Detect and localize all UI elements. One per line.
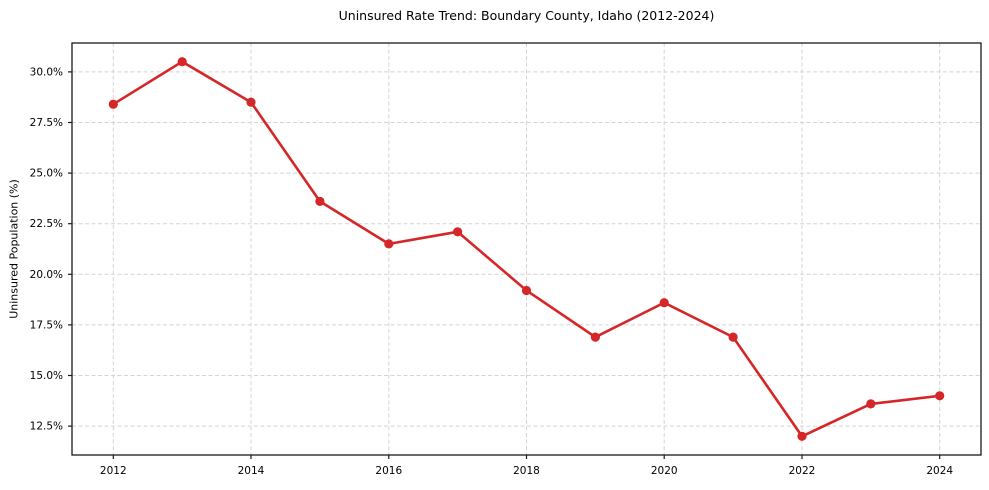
y-tick-label: 17.5% [30, 319, 63, 331]
y-tick-label: 22.5% [30, 218, 63, 230]
x-tick-label: 2022 [789, 465, 816, 477]
y-tick-label: 25.0% [30, 168, 63, 180]
data-point-marker [590, 332, 601, 342]
data-point-marker [246, 97, 256, 107]
data-point-marker [866, 399, 876, 409]
data-point-marker [521, 285, 532, 296]
x-tick-label: 2014 [238, 465, 265, 477]
x-tick-label: 2012 [100, 465, 127, 477]
data-point-marker [108, 99, 118, 109]
chart-title: Uninsured Rate Trend: Boundary County, I… [338, 8, 715, 23]
data-point-marker [659, 298, 669, 308]
y-tick-label: 20.0% [30, 269, 63, 281]
data-point-marker [797, 431, 807, 441]
x-tick-label: 2018 [513, 465, 540, 477]
data-point-marker [315, 196, 325, 206]
data-point-marker [177, 57, 187, 67]
y-tick-label: 12.5% [30, 421, 63, 433]
x-tick-label: 2020 [651, 465, 678, 477]
x-tick-label: 2024 [926, 465, 953, 477]
data-point-marker [728, 332, 738, 342]
data-point-marker [935, 391, 945, 401]
data-point-marker [453, 227, 463, 237]
y-tick-label: 15.0% [30, 370, 63, 382]
data-point-marker [384, 239, 394, 249]
y-tick-label: 30.0% [30, 66, 63, 78]
x-tick-label: 2016 [375, 465, 402, 477]
y-tick-label: 27.5% [30, 117, 63, 129]
